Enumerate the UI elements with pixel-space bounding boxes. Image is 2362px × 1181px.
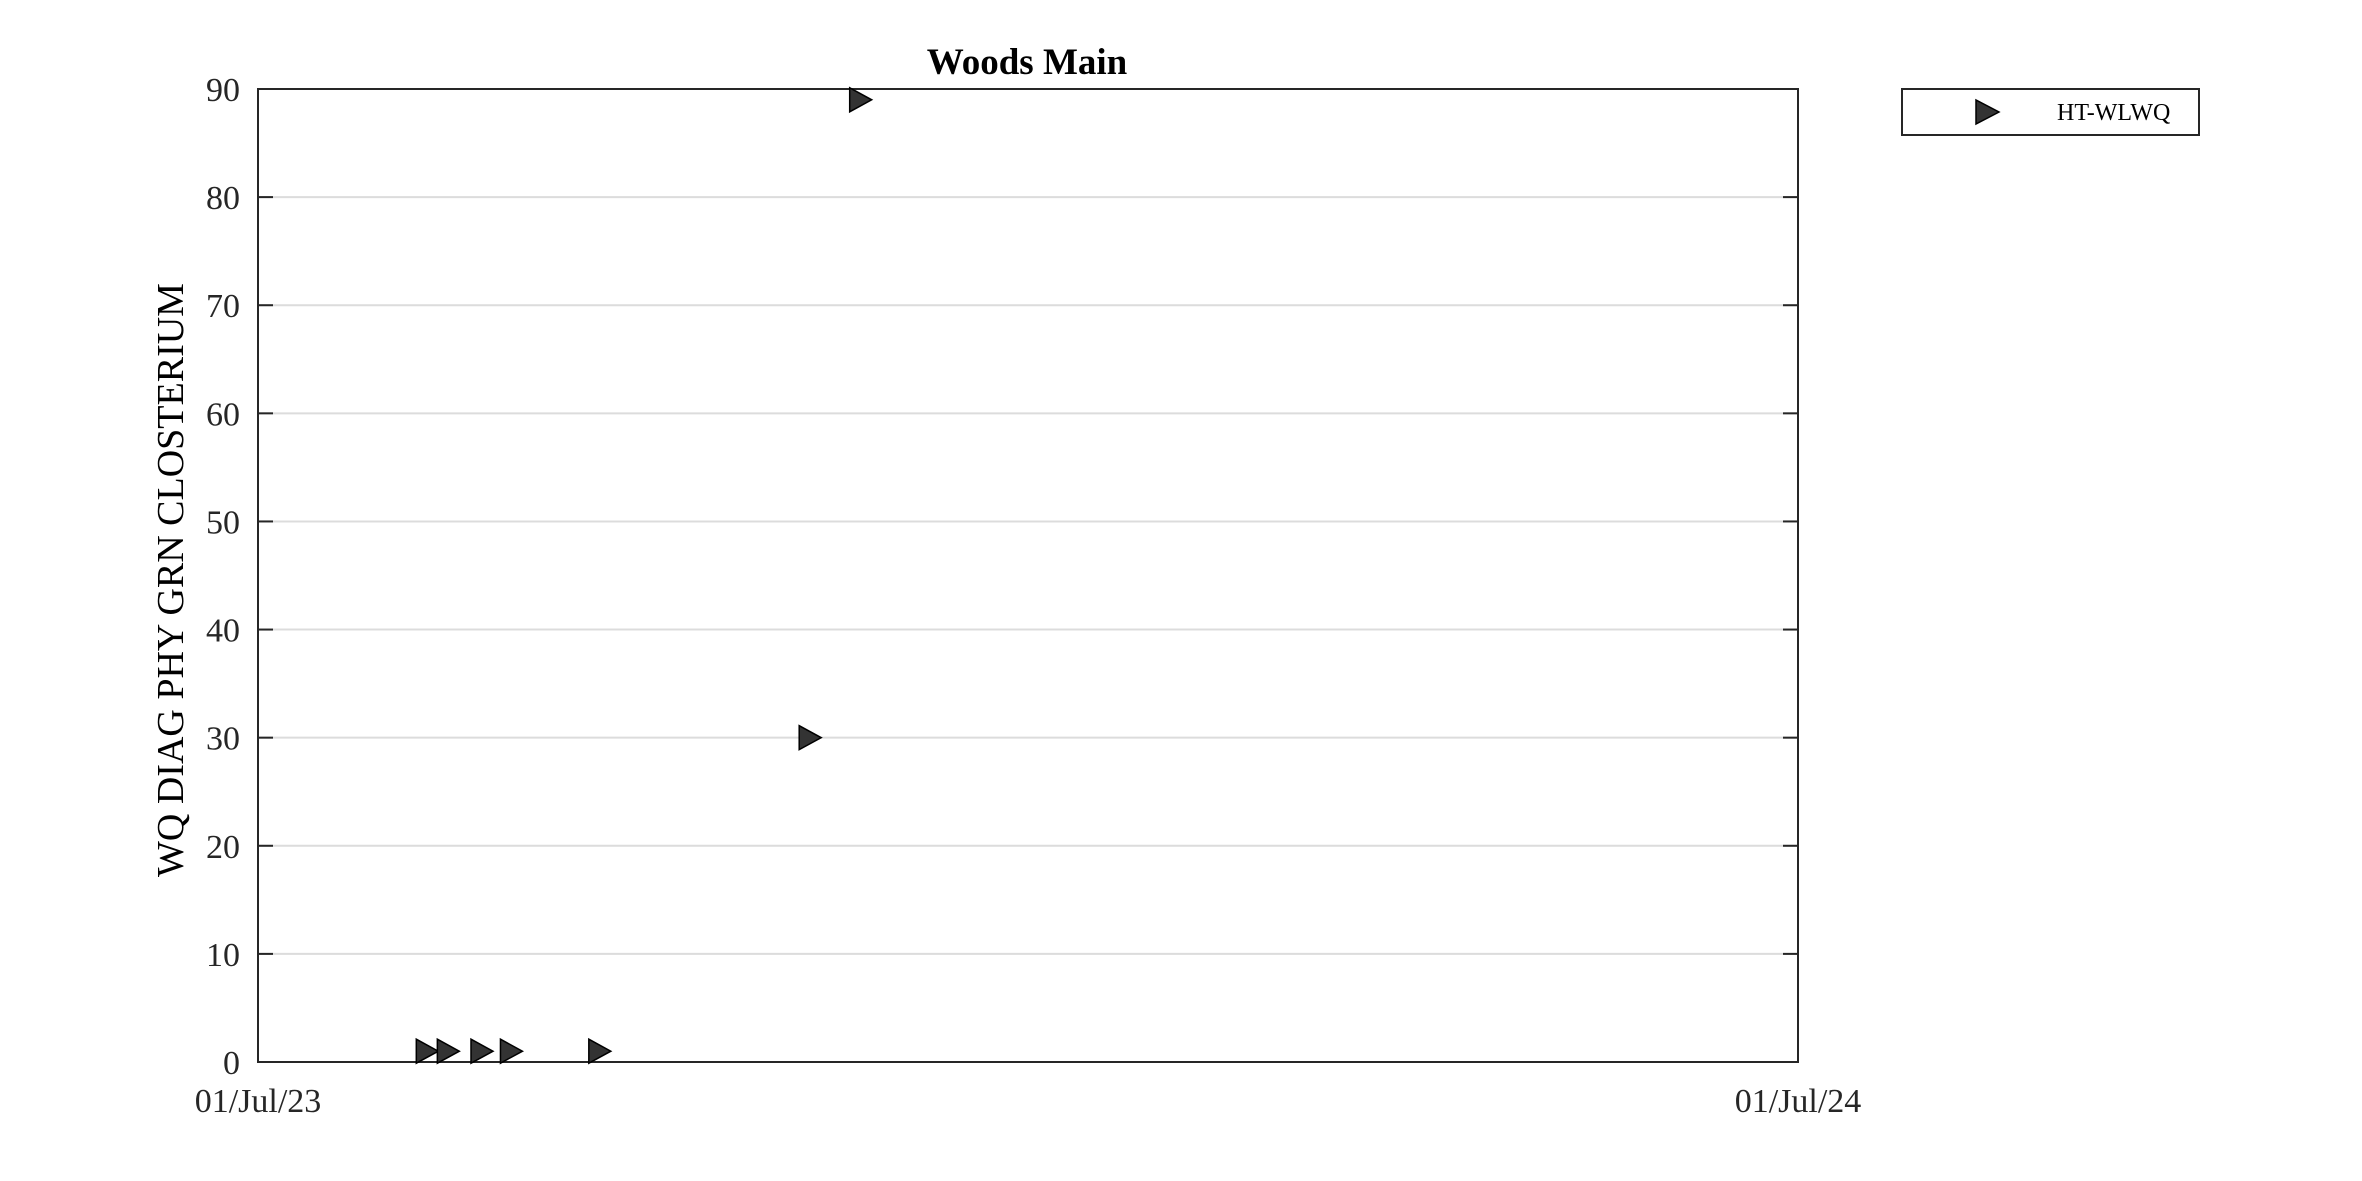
data-point <box>499 1037 525 1065</box>
data-point <box>436 1037 461 1065</box>
y-axis-ticks: 0 10 20 30 40 50 60 70 80 90 <box>206 72 1798 1082</box>
y-tick-label: 30 <box>206 721 240 758</box>
y-tick-label: 40 <box>206 613 240 650</box>
legend-label: HT-WLWQ <box>2057 100 2170 126</box>
data-point <box>848 86 874 114</box>
y-tick-label: 60 <box>206 396 240 433</box>
data-points <box>415 86 874 1065</box>
y-axis-label: WQ DIAG PHY GRN CLOSTERIUM <box>150 283 192 877</box>
data-point <box>798 724 823 751</box>
x-axis-ticks: 01/Jul/23 01/Jul/24 <box>195 1083 1862 1120</box>
y-tick-label: 80 <box>206 180 240 217</box>
chart-title: Woods Main <box>927 42 1128 83</box>
grid-lines <box>258 196 1798 955</box>
x-tick-label: 01/Jul/23 <box>195 1083 322 1120</box>
data-point <box>415 1037 440 1065</box>
y-tick-label: 90 <box>206 72 240 109</box>
legend-box <box>1901 88 2200 136</box>
plot-area-frame <box>257 88 1799 1063</box>
data-point <box>588 1037 613 1065</box>
y-tick-label: 0 <box>223 1045 240 1082</box>
legend: HT-WLWQ <box>1901 88 2200 136</box>
y-tick-label: 20 <box>206 829 240 866</box>
legend-marker-icon <box>1975 98 2001 126</box>
x-tick-label: 01/Jul/24 <box>1735 1083 1862 1120</box>
y-tick-label: 50 <box>206 504 240 541</box>
y-tick-label: 10 <box>206 937 240 974</box>
data-point <box>470 1037 495 1065</box>
y-tick-label: 70 <box>206 288 240 325</box>
